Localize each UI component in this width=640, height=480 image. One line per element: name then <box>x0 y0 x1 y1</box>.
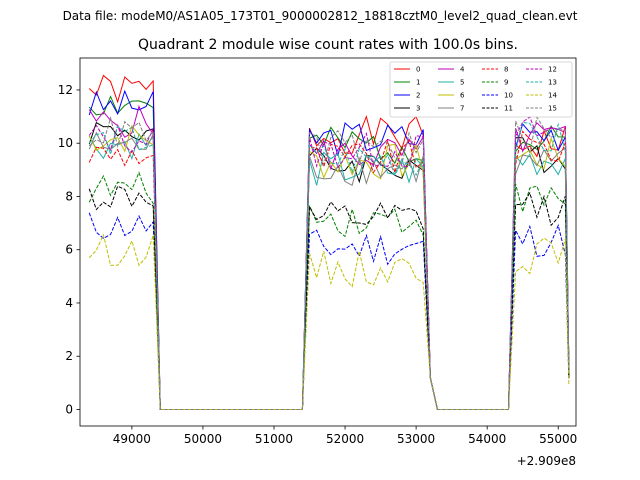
x-tick-label: 53000 <box>397 432 435 446</box>
x-tick-label: 50000 <box>184 432 222 446</box>
data-file-suptitle: Data file: modeM0/AS1A05_173T01_90000028… <box>63 9 578 23</box>
legend-label-7: 7 <box>460 105 464 113</box>
y-tick-label: 2 <box>65 349 73 363</box>
y-tick-label: 6 <box>65 243 73 257</box>
series-layer <box>88 74 570 410</box>
series-line-14 <box>88 233 570 410</box>
y-tick-label: 8 <box>65 189 73 203</box>
legend-label-14: 14 <box>548 92 557 100</box>
series-line-6 <box>88 124 570 410</box>
legend-label-12: 12 <box>548 66 557 74</box>
series-line-7 <box>88 131 570 410</box>
x-tick-label: 54000 <box>468 432 506 446</box>
legend-label-0: 0 <box>416 66 420 74</box>
x-tick-label: 49000 <box>113 432 151 446</box>
series-line-10 <box>88 212 570 410</box>
legend-label-11: 11 <box>504 105 513 113</box>
series-line-13 <box>88 121 570 410</box>
series-line-12 <box>88 116 570 410</box>
x-tick-label: 51000 <box>255 432 293 446</box>
series-line-11 <box>88 185 570 410</box>
series-line-8 <box>88 130 570 410</box>
plot-frame <box>79 57 577 427</box>
plot-area <box>80 58 576 426</box>
x-tick-label: 55000 <box>539 432 577 446</box>
series-line-2 <box>88 89 570 410</box>
legend-label-3: 3 <box>416 105 420 113</box>
legend-label-13: 13 <box>548 79 557 87</box>
y-tick-label: 12 <box>58 83 73 97</box>
legend-label-2: 2 <box>416 92 420 100</box>
series-line-9 <box>88 171 570 410</box>
legend-label-5: 5 <box>460 79 464 87</box>
y-tick-label: 0 <box>65 402 73 416</box>
x-tick-label: 52000 <box>326 432 364 446</box>
y-tick-label: 10 <box>58 136 73 150</box>
y-tick-label: 4 <box>65 296 73 310</box>
series-line-4 <box>88 104 570 410</box>
series-line-0 <box>88 74 570 410</box>
legend-label-1: 1 <box>416 79 420 87</box>
tick-layer: 49000 50000 51000 52000 53000 54000 55000 0 2 4 6 8… <box>58 83 578 446</box>
series-line-15 <box>88 115 570 410</box>
legend-label-15: 15 <box>548 105 557 113</box>
legend-label-6: 6 <box>460 92 465 100</box>
legend-label-8: 8 <box>504 66 508 74</box>
legend-label-9: 9 <box>504 79 508 87</box>
legend-frame <box>389 61 573 118</box>
x-offset-label: +2.909e8 <box>517 454 576 468</box>
chart-title: Quadrant 2 module wise count rates with … <box>138 37 518 53</box>
legend-label-10: 10 <box>504 92 513 100</box>
legend-label-4: 4 <box>460 66 465 74</box>
